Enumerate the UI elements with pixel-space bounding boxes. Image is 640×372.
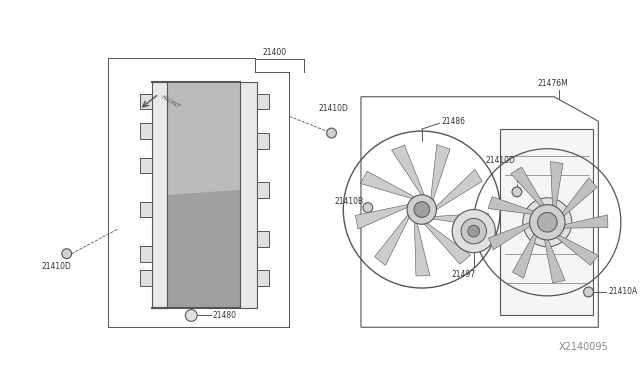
Polygon shape <box>436 169 482 209</box>
Circle shape <box>407 195 436 224</box>
Polygon shape <box>167 82 240 308</box>
Polygon shape <box>431 145 450 200</box>
Polygon shape <box>392 145 424 195</box>
Text: 21476M: 21476M <box>538 80 568 89</box>
Polygon shape <box>488 196 540 215</box>
Text: 21400: 21400 <box>263 48 287 57</box>
Text: 21410D: 21410D <box>41 262 71 271</box>
Text: 21480: 21480 <box>213 311 237 320</box>
Polygon shape <box>257 94 269 109</box>
Polygon shape <box>551 232 598 265</box>
Polygon shape <box>488 220 536 250</box>
Polygon shape <box>511 167 547 211</box>
Circle shape <box>461 218 486 244</box>
Polygon shape <box>257 231 269 247</box>
Polygon shape <box>140 158 152 173</box>
Polygon shape <box>500 129 593 315</box>
Polygon shape <box>167 82 240 308</box>
Polygon shape <box>550 161 563 213</box>
Polygon shape <box>240 82 257 308</box>
Circle shape <box>186 310 197 321</box>
Polygon shape <box>360 171 415 199</box>
Text: 21486: 21486 <box>442 117 465 126</box>
Circle shape <box>584 287 593 297</box>
Text: 21410D: 21410D <box>319 104 349 113</box>
Circle shape <box>523 198 572 247</box>
Polygon shape <box>374 215 410 266</box>
Text: 21410D: 21410D <box>486 156 515 165</box>
Polygon shape <box>140 270 152 286</box>
Polygon shape <box>140 246 152 262</box>
Polygon shape <box>424 223 470 264</box>
Polygon shape <box>543 233 565 283</box>
Text: 21410A: 21410A <box>608 288 637 296</box>
Polygon shape <box>152 82 167 308</box>
Polygon shape <box>433 213 488 227</box>
Polygon shape <box>257 133 269 149</box>
Polygon shape <box>257 270 269 286</box>
Polygon shape <box>140 94 152 109</box>
Polygon shape <box>140 202 152 217</box>
Polygon shape <box>557 215 608 228</box>
Polygon shape <box>513 228 539 278</box>
Polygon shape <box>415 222 430 276</box>
Text: FRONT: FRONT <box>160 94 181 109</box>
Polygon shape <box>558 178 597 220</box>
Circle shape <box>538 212 557 232</box>
Circle shape <box>452 209 495 253</box>
Circle shape <box>326 128 337 138</box>
Text: 21410B: 21410B <box>335 197 364 206</box>
Text: X2140095: X2140095 <box>558 342 608 352</box>
Circle shape <box>468 225 479 237</box>
Circle shape <box>414 202 429 217</box>
Polygon shape <box>355 205 408 229</box>
Polygon shape <box>167 82 240 195</box>
Circle shape <box>363 203 372 212</box>
Circle shape <box>62 249 72 259</box>
Circle shape <box>512 187 522 197</box>
Polygon shape <box>257 182 269 198</box>
Polygon shape <box>140 123 152 139</box>
Circle shape <box>530 205 565 240</box>
Text: 21497: 21497 <box>451 270 476 279</box>
